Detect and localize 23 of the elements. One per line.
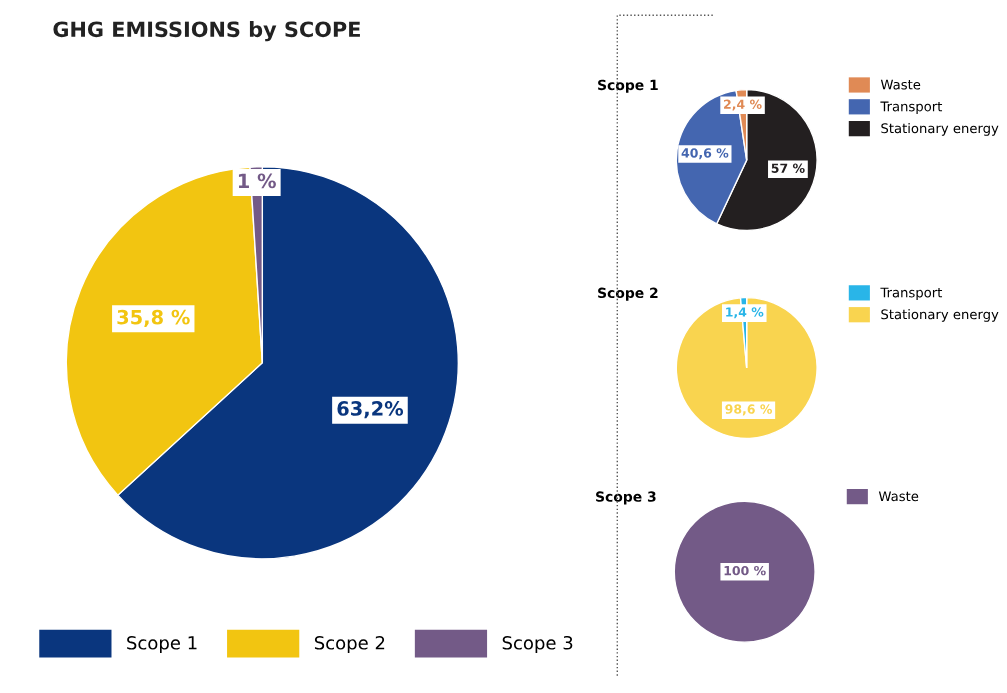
data-label: 40,6 % xyxy=(681,148,729,160)
legend-label: Stationary energy xyxy=(881,309,999,322)
data-label: 1 % xyxy=(238,173,276,189)
legend-label: Scope 1 xyxy=(127,635,197,654)
data-label: 57 % xyxy=(771,163,805,173)
data-label: 2,4 % xyxy=(724,99,762,111)
chart-title: Scope 2 xyxy=(598,287,658,301)
legend-label: Scope 3 xyxy=(502,635,573,654)
data-label: 35,8 % xyxy=(117,309,190,327)
pie-slice xyxy=(675,296,818,440)
data-label: 63,2% xyxy=(337,401,404,419)
data-label: 100 % xyxy=(724,565,766,576)
data-label: 1,4 % xyxy=(726,307,764,319)
chart-title: Scope 1 xyxy=(598,79,658,93)
legend-label: Transport xyxy=(880,287,943,300)
chart-title: Scope 3 xyxy=(596,491,656,505)
legend-label: Waste xyxy=(880,79,921,90)
legend-label: Scope 2 xyxy=(314,635,385,654)
legend-label: Transport xyxy=(880,101,943,114)
legend-label: Waste xyxy=(878,491,919,502)
chart-title: GHG EMISSIONS by SCOPE xyxy=(53,21,360,42)
legend-label: Stationary energy xyxy=(881,123,999,136)
data-label: 98,6 % xyxy=(725,404,773,416)
